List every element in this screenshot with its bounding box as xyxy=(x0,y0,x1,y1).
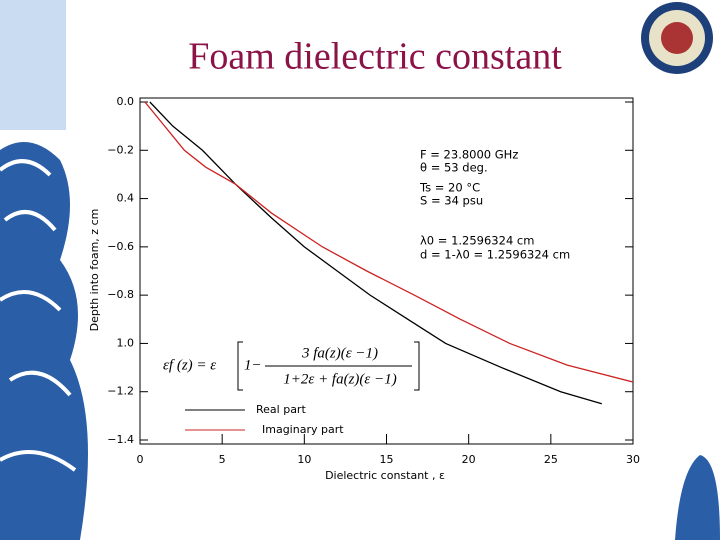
wave-decoration xyxy=(0,142,720,540)
legend-label: Real part xyxy=(256,403,306,416)
annotation: S = 34 psu xyxy=(420,194,483,208)
annotation: θ = 53 deg. xyxy=(420,161,488,175)
data-line xyxy=(149,101,602,405)
formula-bracket xyxy=(237,341,420,391)
y-tick-label: 0.4 xyxy=(117,192,135,205)
x-tick-label: 5 xyxy=(219,453,226,466)
y-tick-label: 1.0 xyxy=(117,336,135,349)
formula-denominator: 1+2ε + fa(z)(ε −1) xyxy=(283,371,396,387)
x-tick-label: 10 xyxy=(297,453,311,466)
x-tick-label: 20 xyxy=(462,453,476,466)
annotation: λ0 = 1.2596324 cm xyxy=(420,234,534,248)
annotation: d = 1-λ0 = 1.2596324 cm xyxy=(420,248,570,262)
data-line xyxy=(144,101,634,383)
y-tick-label: −1.4 xyxy=(107,433,134,446)
annotation: Ts = 20 °C xyxy=(419,181,480,195)
formula-one: 1− xyxy=(244,357,262,373)
y-tick-label: −0.6 xyxy=(107,240,134,253)
slide-title: Foam dielectric constant xyxy=(188,36,562,78)
x-tick-label: 0 xyxy=(137,453,144,466)
y-tick-label: −1.2 xyxy=(107,385,134,398)
annotation: F = 23.8000 GHz xyxy=(420,148,518,162)
plot-frame xyxy=(139,97,634,445)
x-tick-label: 15 xyxy=(380,453,394,466)
x-axis-label: Dielectric constant , ε xyxy=(325,469,445,482)
formula-lhs: εf (z) = ε xyxy=(163,357,216,373)
y-axis-label: Depth into foam, z cm xyxy=(88,209,101,332)
seal xyxy=(641,2,713,74)
y-tick-label: 0.0 xyxy=(117,95,135,108)
x-tick-label: 25 xyxy=(544,453,558,466)
x-tick-label: 30 xyxy=(626,453,640,466)
formula-numerator: 3 fa(z)(ε −1) xyxy=(301,345,378,361)
y-tick-label: −0.8 xyxy=(107,288,134,301)
y-tick-label: −0.2 xyxy=(107,143,134,156)
corner-block xyxy=(0,0,66,130)
legend-label: Imaginary part xyxy=(262,423,344,436)
